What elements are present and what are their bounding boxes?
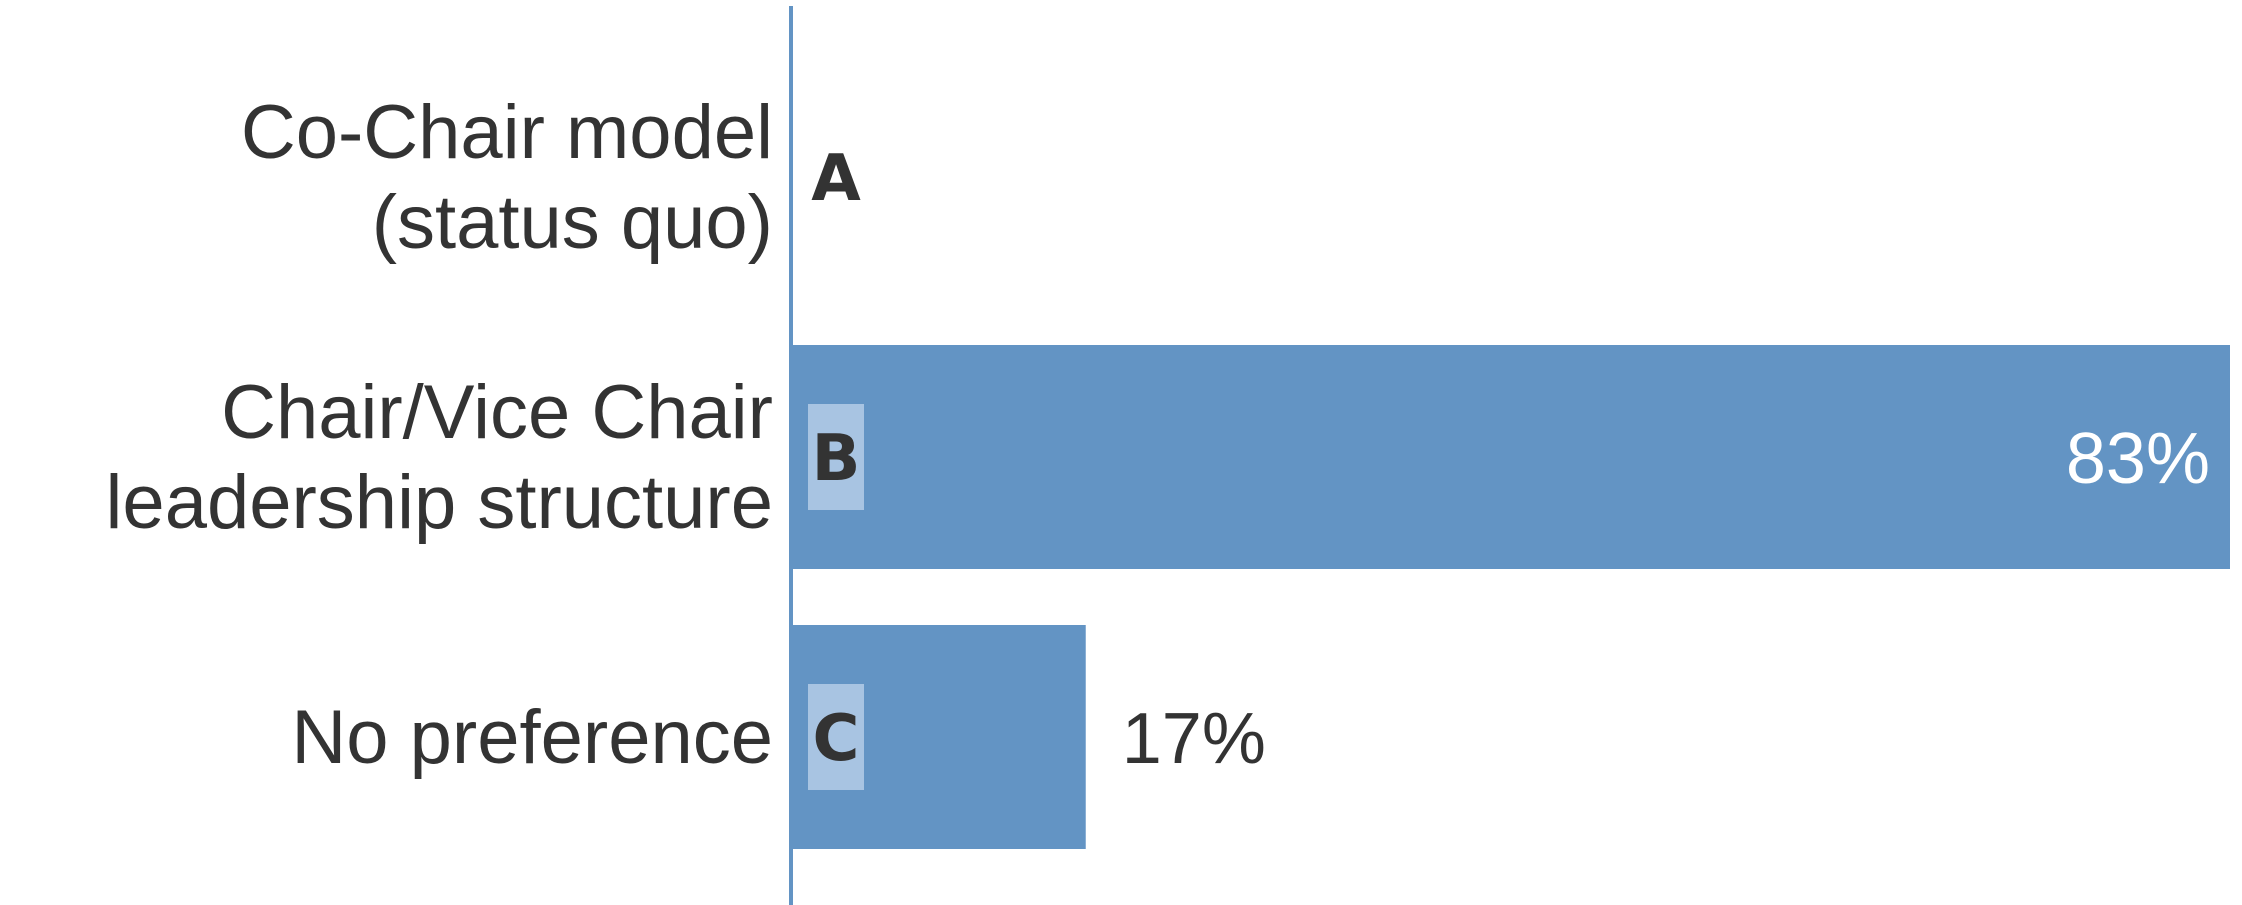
value-label-b: 83% [2066,419,2210,499]
value-label-c: 17% [1122,699,1266,779]
category-label-b-line-1: Chair/Vice Chair [221,370,773,455]
option-letter-c: C [813,702,860,776]
bars-layer [791,345,2230,849]
option-letter-a: A [811,142,861,216]
option-letter-box-c [808,684,864,790]
bar-b [791,345,2230,569]
option-letter-b: B [812,422,861,496]
option-letter-box-b [808,404,864,510]
category-label-b-line-2: leadership structure [106,460,773,545]
labels-layer: A Co-Chair model(status quo) B Chair/Vice C… [106,90,2210,780]
category-label-a-line-2: (status quo) [372,180,773,265]
category-label-c-line-1: No preference [291,695,773,780]
category-label-a-line-1: Co-Chair model [241,90,773,175]
